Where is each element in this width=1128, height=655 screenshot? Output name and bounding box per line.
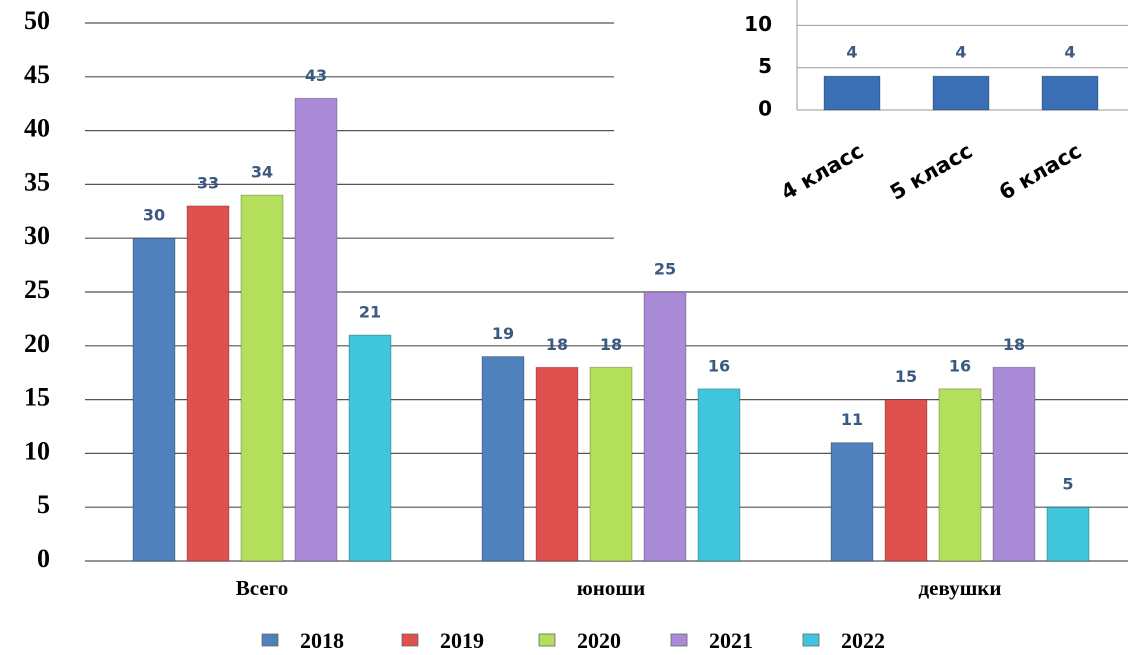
y-tick-label: 0 [37, 544, 50, 573]
y-tick-label: 10 [24, 436, 50, 465]
y-tick-label: 40 [24, 114, 50, 143]
value-label: 15 [895, 367, 917, 386]
value-label: 18 [546, 335, 568, 354]
bar [992, 366, 1036, 562]
y-tick-label: 35 [24, 167, 50, 196]
bar [643, 291, 687, 562]
legend-swatch [670, 633, 688, 647]
legend-label: 2021 [709, 628, 753, 653]
value-label: 19 [492, 324, 514, 343]
bar [294, 97, 338, 562]
legend-swatch [261, 633, 279, 647]
y-tick-label: 10 [744, 12, 772, 36]
value-label: 11 [841, 410, 863, 429]
bar [240, 194, 284, 562]
value-label: 34 [251, 163, 273, 182]
inset-background [614, 0, 1128, 256]
x-tick-label: Всего [236, 576, 288, 600]
value-label: 16 [708, 356, 730, 375]
y-tick-label: 20 [24, 329, 50, 358]
bar [589, 366, 633, 562]
value-label: 33 [197, 173, 219, 192]
bar [132, 237, 176, 562]
value-label: 4 [955, 43, 966, 62]
legend-label: 2020 [577, 628, 621, 653]
y-tick-label: 30 [24, 221, 50, 250]
value-label: 43 [305, 66, 327, 85]
value-label: 25 [654, 260, 676, 279]
value-label: 4 [846, 43, 857, 62]
bar [186, 205, 230, 562]
bar [932, 75, 990, 111]
value-label: 5 [1062, 475, 1073, 494]
value-label: 18 [600, 335, 622, 354]
bar [830, 442, 874, 562]
y-tick-label: 15 [24, 383, 50, 412]
bar [481, 356, 525, 562]
bar [535, 366, 579, 562]
bar [1041, 75, 1099, 111]
bar [1046, 506, 1090, 562]
bar [823, 75, 881, 111]
x-tick-label: девушки [919, 576, 1002, 600]
y-tick-label: 45 [24, 60, 50, 89]
legend-label: 2018 [300, 628, 344, 653]
legend-swatch [802, 633, 820, 647]
y-tick-label: 0 [758, 97, 772, 121]
y-tick-label: 5 [758, 54, 772, 78]
legend-label: 2022 [841, 628, 885, 653]
value-label: 16 [949, 356, 971, 375]
y-tick-label: 50 [24, 6, 50, 35]
value-label: 21 [359, 303, 381, 322]
bar [697, 388, 741, 562]
value-label: 18 [1003, 335, 1025, 354]
bar [884, 399, 928, 562]
y-tick-label: 5 [37, 490, 50, 519]
value-label: 30 [143, 206, 165, 225]
y-tick-label: 25 [24, 275, 50, 304]
legend-swatch [538, 633, 556, 647]
x-tick-label: юноши [577, 576, 645, 600]
bar [348, 334, 392, 562]
bar [938, 388, 982, 562]
value-label: 4 [1064, 43, 1075, 62]
legend-label: 2019 [440, 628, 484, 653]
legend-swatch [401, 633, 419, 647]
